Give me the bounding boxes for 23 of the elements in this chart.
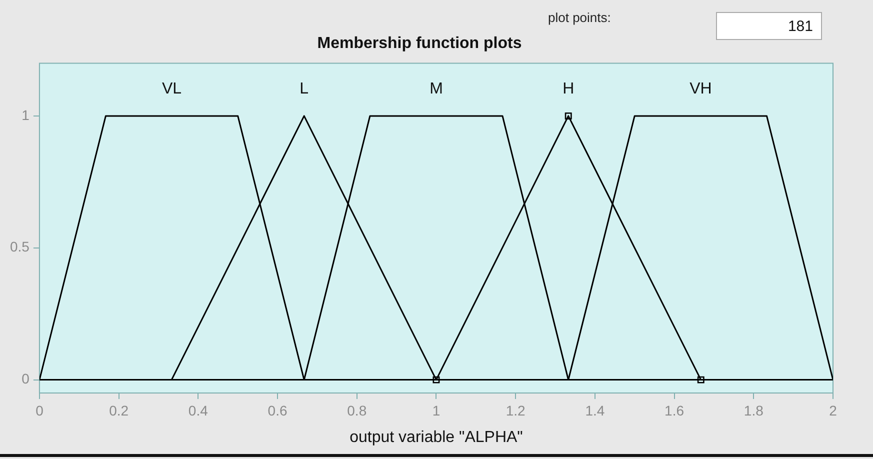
x-tick-label: 0.6 (268, 402, 288, 418)
x-tick-label: 0.2 (109, 402, 129, 418)
x-tick-label: 1.2 (506, 402, 526, 418)
y-tick-label: 1 (22, 106, 30, 123)
y-tick-label: 0 (22, 370, 30, 387)
x-tick-label: 1.8 (744, 402, 764, 418)
series-label: VH (690, 80, 712, 98)
x-tick-label: 0.8 (347, 402, 367, 418)
x-tick-label: 1.4 (585, 402, 605, 418)
series-label: L (300, 80, 309, 98)
x-tick-label: 1 (432, 402, 440, 418)
text: 181 (716, 12, 822, 40)
text: plot points: (548, 10, 611, 25)
x-tick-label: 0.4 (188, 402, 208, 418)
series-label: H (562, 80, 574, 98)
x-tick-label: 2 (829, 402, 838, 418)
series-label: VL (162, 80, 182, 98)
series-label: M (430, 80, 443, 98)
y-tick-label: 0.5 (10, 238, 30, 255)
x-axis-title: output variable "ALPHA" (350, 428, 523, 446)
chart-title: Membership function plots (317, 35, 522, 52)
x-tick-label: 1.6 (664, 402, 684, 418)
x-tick-label: 0 (36, 402, 44, 418)
